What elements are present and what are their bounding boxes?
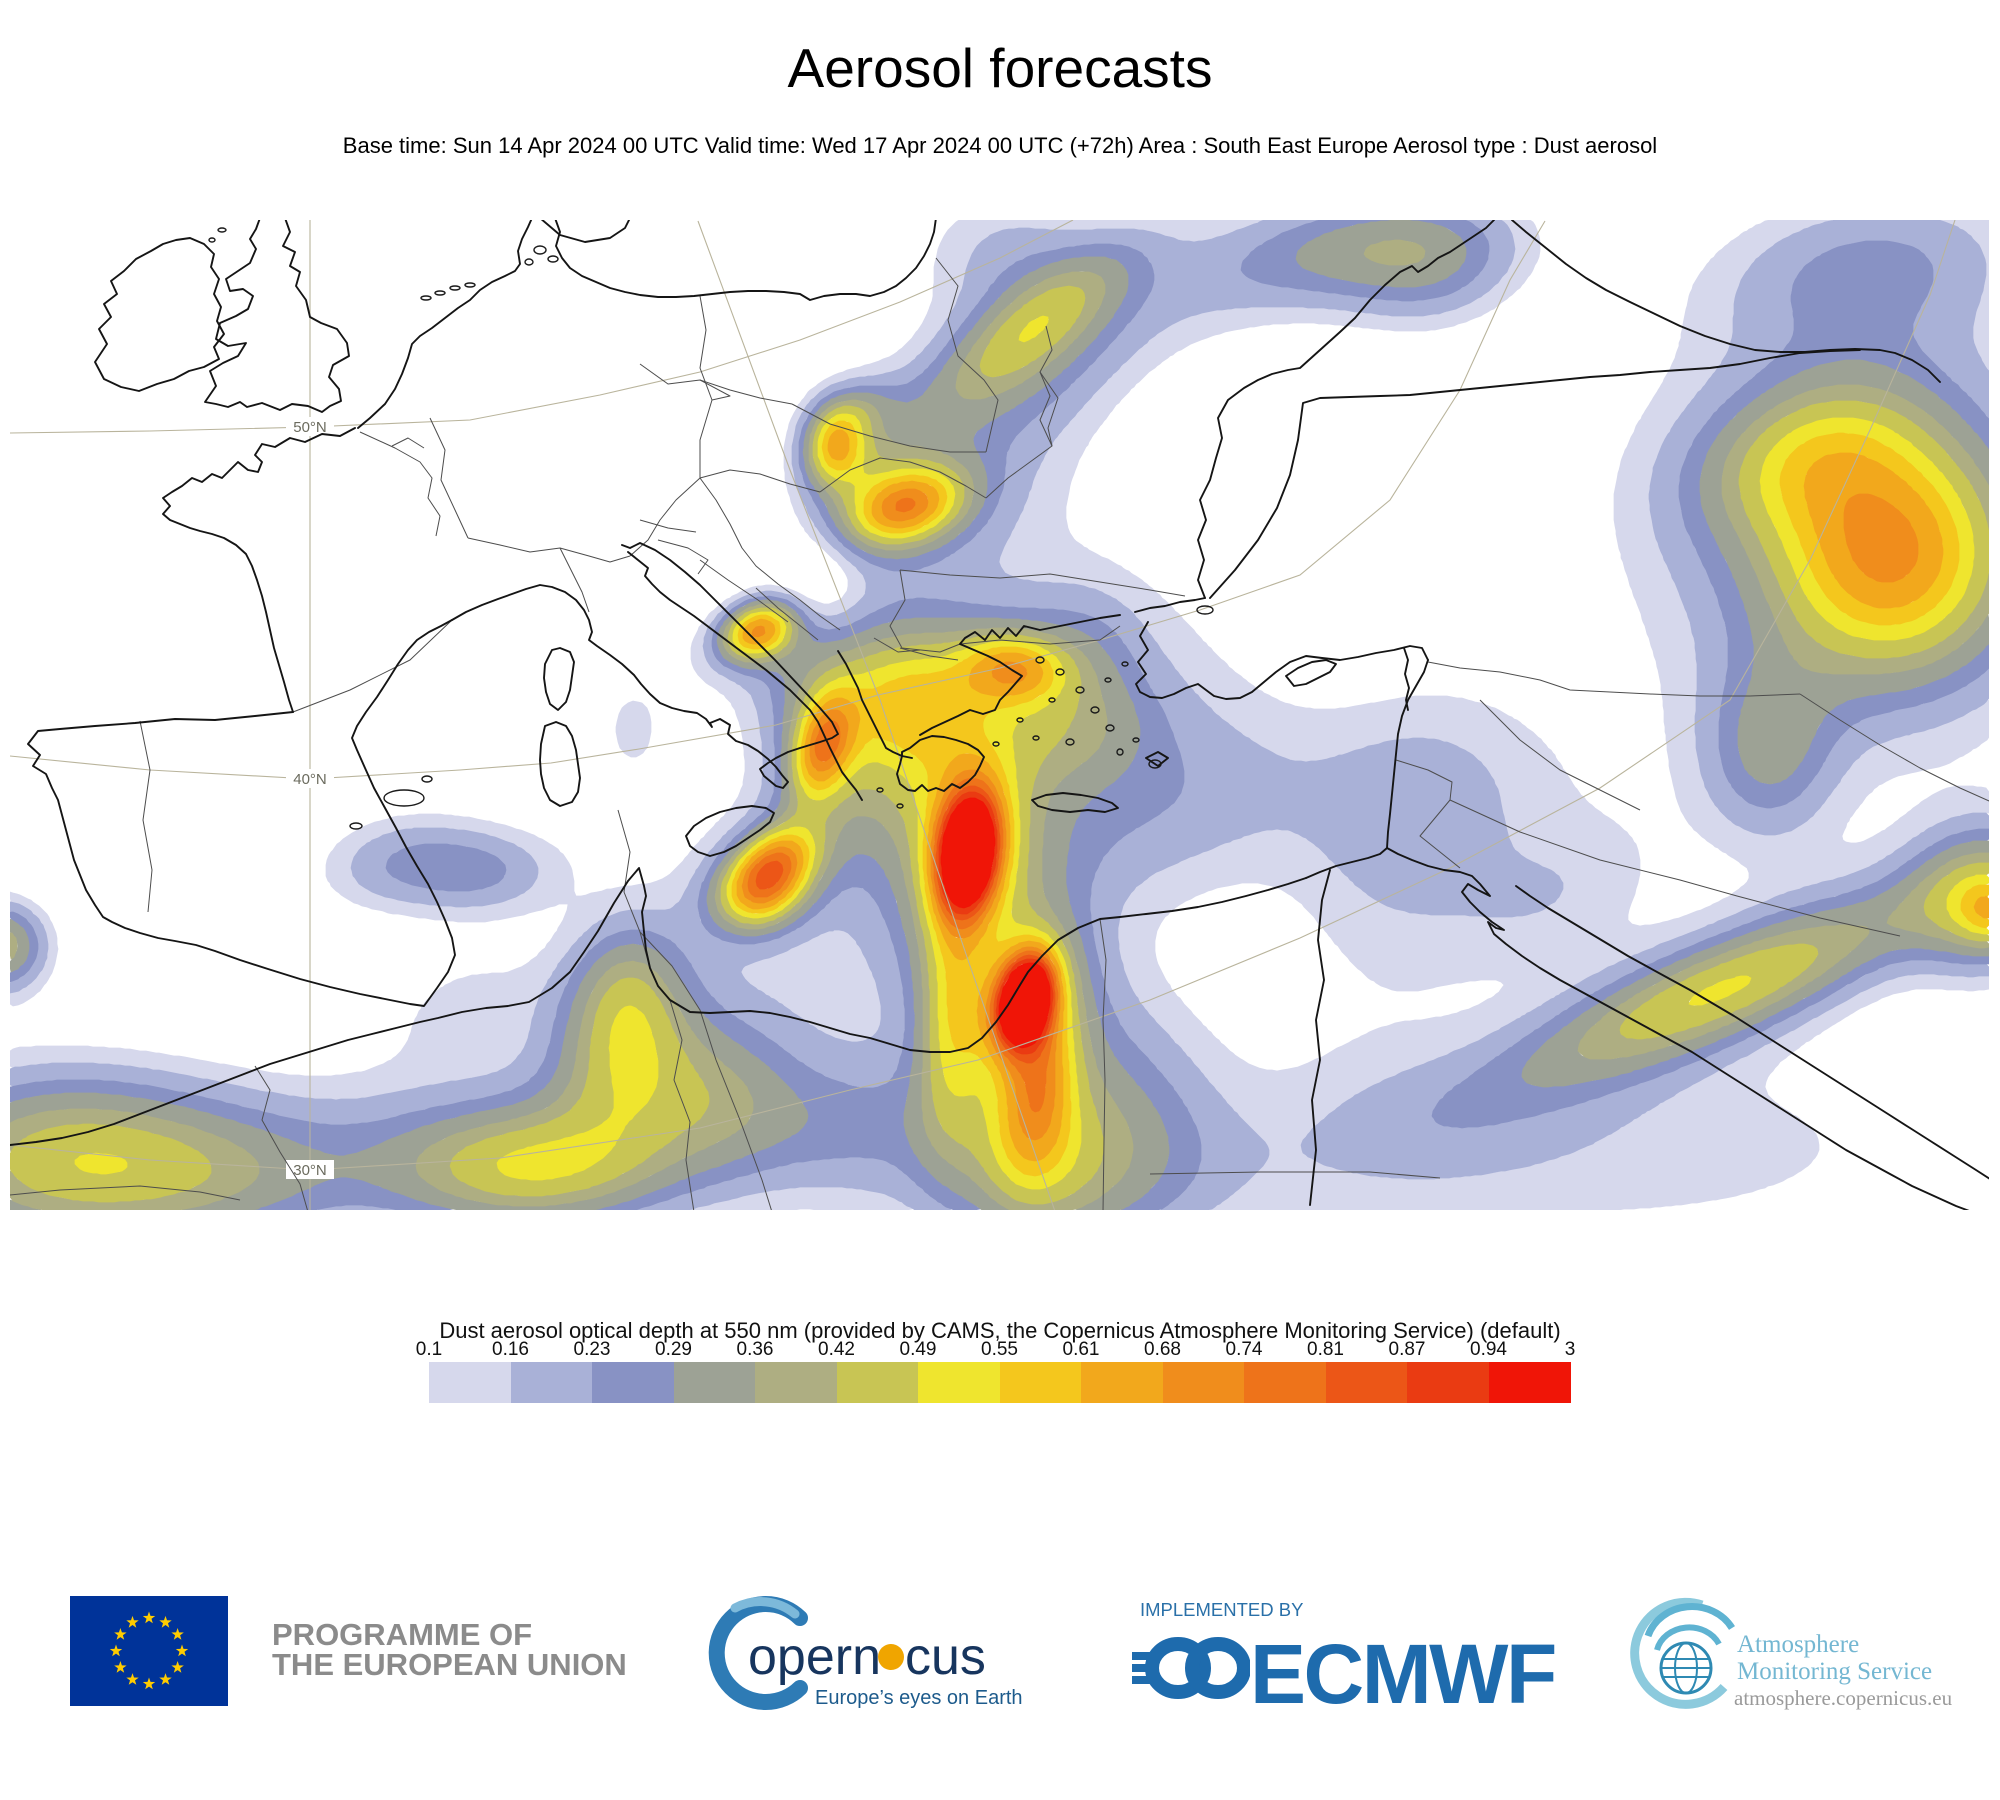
svg-text:opern: opern (748, 1628, 881, 1686)
svg-text:Atmosphere: Atmosphere (1737, 1631, 1859, 1658)
svg-text:atmosphere.copernicus.eu: atmosphere.copernicus.eu (1734, 1686, 1953, 1710)
svg-text:30°N: 30°N (293, 1162, 327, 1179)
svg-text:cus: cus (905, 1628, 986, 1686)
svg-text:50°N: 50°N (293, 419, 327, 436)
svg-text:Monitoring Service: Monitoring Service (1737, 1658, 1932, 1685)
svg-text:40°N: 40°N (293, 771, 327, 788)
svg-text:Europe’s eyes on Earth: Europe’s eyes on Earth (815, 1687, 1023, 1709)
